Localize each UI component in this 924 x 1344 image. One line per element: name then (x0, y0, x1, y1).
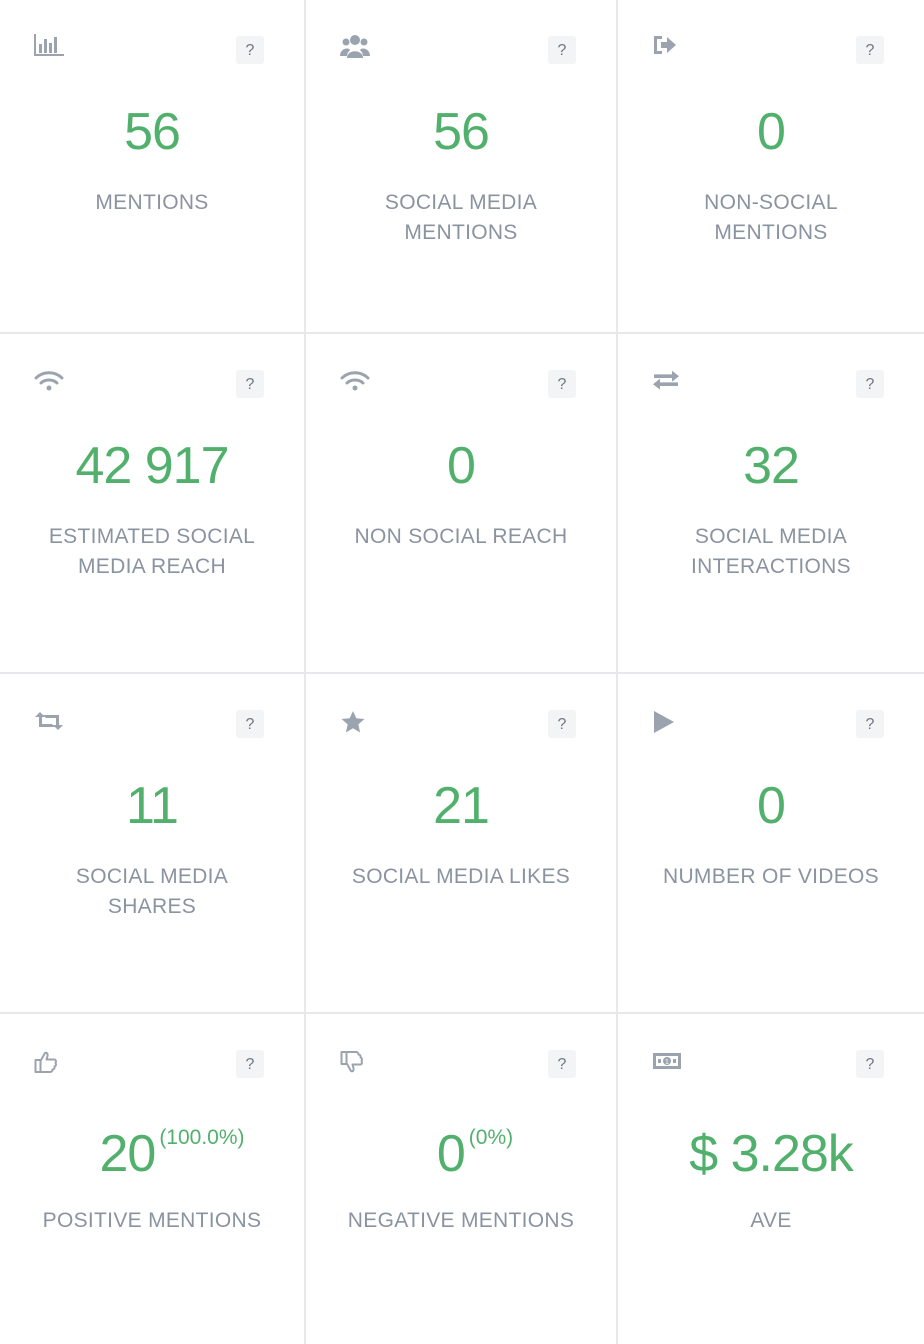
help-button[interactable]: ? (856, 710, 884, 738)
stat-value: 56 (124, 103, 181, 161)
stat-percentage: (0%) (468, 1126, 514, 1149)
stat-label: SOCIAL MEDIA SHARES (75, 865, 229, 918)
stat-label: NON-SOCIAL MENTIONS (704, 191, 838, 244)
stat-value: 0 (757, 103, 786, 161)
stat-card-non-social-reach: ? 0 NON SOCIAL REACH (306, 334, 618, 674)
play-icon (652, 710, 684, 738)
stat-value: 0 (0%) (306, 1124, 616, 1184)
stat-label: SOCIAL MEDIA INTERACTIONS (691, 525, 851, 578)
bar-chart-icon (34, 34, 66, 62)
stat-value: 42 917 (75, 437, 229, 495)
thumbs-down-icon (340, 1050, 372, 1078)
stat-card-social-media-shares: ? 11 SOCIAL MEDIA SHARES (0, 674, 306, 1014)
svg-text:1: 1 (665, 1059, 669, 1066)
stat-label: POSITIVE MENTIONS (42, 1209, 262, 1232)
stat-label: NEGATIVE MENTIONS (347, 1209, 575, 1232)
stat-number: 20 (99, 1125, 156, 1183)
stat-card-social-media-likes: ? 21 SOCIAL MEDIA LIKES (306, 674, 618, 1014)
help-button[interactable]: ? (236, 36, 264, 64)
wifi-icon (34, 370, 66, 398)
stat-value: 11 (126, 777, 179, 835)
stat-card-positive-mentions: ? 20 (100.0%) POSITIVE MENTIONS (0, 1014, 306, 1344)
help-button[interactable]: ? (236, 1050, 264, 1078)
stat-label: SOCIAL MEDIA MENTIONS (384, 191, 538, 244)
help-button[interactable]: ? (236, 370, 264, 398)
help-button[interactable]: ? (548, 370, 576, 398)
help-button[interactable]: ? (856, 1050, 884, 1078)
stat-card-social-media-interactions: ? 32 SOCIAL MEDIA INTERACTIONS (618, 334, 924, 674)
help-button[interactable]: ? (856, 36, 884, 64)
stat-card-number-of-videos: ? 0 NUMBER OF VIDEOS (618, 674, 924, 1014)
stat-card-social-media-mentions: ? 56 SOCIAL MEDIA MENTIONS (306, 0, 618, 334)
stat-value: $ 3.28k (689, 1125, 854, 1183)
stat-number: 0 (436, 1125, 466, 1183)
stat-card-estimated-social-media-reach: ? 42 917 ESTIMATED SOCIAL MEDIA REACH (0, 334, 306, 674)
exchange-icon (652, 370, 684, 398)
stat-value: 56 (433, 103, 490, 161)
retweet-icon (34, 710, 66, 738)
stat-card-ave: 1 ? $ 3.28k AVE (618, 1014, 924, 1344)
sign-out-icon (652, 34, 684, 62)
stat-value: 0 (757, 777, 786, 835)
thumbs-up-icon (34, 1050, 66, 1078)
stat-percentage: (100.0%) (159, 1126, 245, 1149)
stat-label: ESTIMATED SOCIAL MEDIA REACH (48, 525, 256, 578)
help-button[interactable]: ? (548, 710, 576, 738)
stat-value: 20 (100.0%) (0, 1124, 304, 1184)
stat-label: NON SOCIAL REACH (354, 525, 568, 548)
help-button[interactable]: ? (548, 1050, 576, 1078)
stat-label: MENTIONS (95, 191, 209, 214)
help-button[interactable]: ? (236, 710, 264, 738)
stat-card-mentions: ? 56 MENTIONS (0, 0, 306, 334)
stat-label: NUMBER OF VIDEOS (663, 865, 879, 888)
stat-value: 32 (743, 437, 800, 495)
users-icon (340, 34, 372, 62)
help-button[interactable]: ? (856, 370, 884, 398)
stat-card-negative-mentions: ? 0 (0%) NEGATIVE MENTIONS (306, 1014, 618, 1344)
star-icon (340, 710, 372, 738)
stat-value: 0 (447, 437, 476, 495)
stat-card-non-social-mentions: ? 0 NON-SOCIAL MENTIONS (618, 0, 924, 334)
stat-label: SOCIAL MEDIA LIKES (351, 865, 571, 888)
money-icon: 1 (652, 1050, 684, 1078)
stat-label: AVE (750, 1209, 792, 1232)
wifi-icon (340, 370, 372, 398)
help-button[interactable]: ? (548, 36, 576, 64)
stat-value: 21 (433, 777, 490, 835)
